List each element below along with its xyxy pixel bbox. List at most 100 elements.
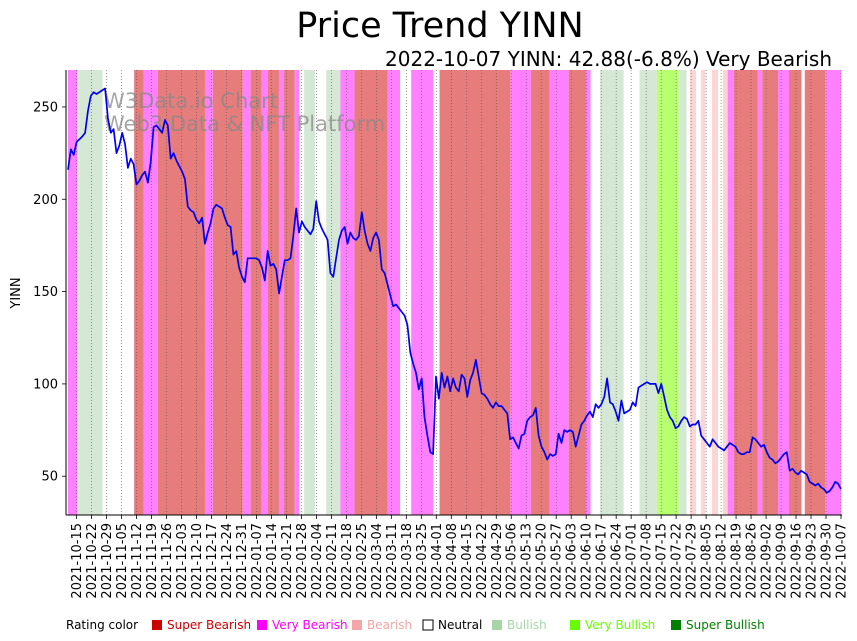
x-tick-label: 2021-12-24 [220, 523, 235, 599]
x-tick-label: 2021-12-10 [190, 523, 205, 599]
x-tick-label: 2022-06-17 [595, 523, 610, 599]
band-neutral [590, 70, 601, 515]
price-line [67, 87, 842, 494]
x-tick-label: 2022-06-03 [565, 523, 580, 599]
band-very-bullish [656, 70, 659, 515]
band-bearish [722, 70, 728, 515]
x-tick-label: 2021-12-03 [175, 523, 190, 599]
band-neutral [315, 70, 327, 515]
legend-item-bullish: Bullish [507, 618, 547, 632]
band-very-bearish [204, 70, 213, 515]
legend-swatch-super-bullish [671, 620, 681, 630]
y-tick-label: 200 [33, 193, 58, 208]
x-tick-label: 2022-03-11 [385, 523, 400, 599]
band-bullish [678, 70, 687, 515]
x-tick-label: 2022-08-26 [745, 523, 760, 599]
x-axis-ticks: 2021-10-15 2021-10-22 2021-10-29 2021-11-05… [70, 515, 850, 599]
x-tick-label: 2021-12-31 [235, 523, 250, 599]
x-tick-label: 2022-05-27 [550, 523, 565, 599]
legend-swatch-super-bearish [152, 620, 162, 630]
band-super-bearish [212, 70, 243, 515]
band-neutral [696, 70, 701, 515]
x-tick-label: 2021-11-26 [160, 523, 175, 599]
legend-item-very-bearish: Very Bearish [272, 618, 348, 632]
chart-subtitle: 2022-10-07 YINN: 42.88(-6.8%) Very Beari… [385, 47, 832, 71]
legend-item-super-bullish: Super Bullish [686, 618, 765, 632]
band-very-bearish [778, 70, 790, 515]
legend-swatch-very-bearish [257, 620, 267, 630]
x-tick-label: 2022-09-23 [805, 523, 820, 599]
x-tick-label: 2022-02-04 [310, 523, 325, 599]
watermark-line-2: Web3 Data & NFT Platform [104, 112, 385, 136]
band-neutral [102, 70, 135, 515]
band-bullish [639, 70, 657, 515]
legend-item-super-bearish: Super Bearish [167, 618, 251, 632]
x-tick-label: 2022-07-22 [670, 523, 685, 599]
x-tick-label: 2022-04-22 [475, 523, 490, 599]
band-very-bearish [549, 70, 569, 515]
x-tick-label: 2022-07-29 [685, 523, 700, 599]
band-bearish [700, 70, 706, 515]
x-tick-label: 2021-11-12 [130, 523, 145, 599]
band-bullish [304, 70, 316, 515]
x-tick-label: 2022-09-09 [775, 523, 790, 599]
x-tick-label: 2022-06-24 [610, 523, 625, 599]
x-tick-label: 2022-04-15 [460, 523, 475, 599]
x-tick-label: 2022-02-11 [325, 523, 340, 599]
legend-swatch-bearish [352, 620, 362, 630]
x-tick-label: 2022-07-08 [640, 523, 655, 599]
y-axis-ticks: 50 100 150 200 250 [33, 100, 66, 485]
band-neutral [623, 70, 640, 515]
band-super-bearish [354, 70, 388, 515]
x-tick-label: 2022-08-05 [700, 523, 715, 599]
y-tick-label: 50 [41, 470, 58, 485]
band-super-bearish [439, 70, 511, 515]
band-very-bearish [278, 70, 284, 515]
x-tick-label: 2022-03-25 [415, 523, 430, 599]
x-tick-label: 2021-10-22 [85, 523, 100, 599]
band-neutral [299, 70, 305, 515]
band-very-bearish [757, 70, 763, 515]
x-tick-label: 2022-04-01 [430, 523, 445, 599]
x-tick-label: 2022-02-18 [340, 523, 355, 599]
x-tick-label: 2022-01-14 [265, 523, 280, 599]
band-very-bullish [658, 70, 679, 515]
weekly-gridlines [76, 70, 842, 515]
legend-item-bearish: Bearish [367, 618, 412, 632]
band-neutral [686, 70, 690, 515]
x-tick-label: 2022-05-20 [535, 523, 550, 599]
band-very-bearish [261, 70, 268, 515]
band-super-bearish [283, 70, 295, 515]
x-tick-label: 2022-01-28 [295, 523, 310, 599]
band-bullish [600, 70, 624, 515]
x-tick-label: 2022-09-02 [760, 523, 775, 599]
legend-swatch-very-bullish [570, 620, 580, 630]
x-tick-label: 2021-12-17 [205, 523, 220, 599]
x-tick-label: 2022-03-04 [370, 523, 385, 599]
x-tick-label: 2022-07-15 [655, 523, 670, 599]
band-bullish [326, 70, 341, 515]
band-very-bearish [510, 70, 531, 515]
x-tick-label: 2022-10-07 [835, 523, 850, 599]
legend-swatch-neutral [422, 619, 434, 631]
band-very-bearish [68, 70, 78, 515]
legend-label: Rating color [66, 618, 138, 632]
band-very-bearish [727, 70, 734, 515]
legend-item-very-bullish: Very Bullish [585, 618, 655, 632]
band-super-bearish [134, 70, 144, 515]
x-tick-label: 2022-01-21 [280, 523, 295, 599]
legend-swatch-bullish [492, 620, 502, 630]
chart-title: Price Trend YINN [296, 6, 584, 46]
band-bearish [689, 70, 697, 515]
band-very-bearish [294, 70, 300, 515]
watermark: W3Data.io Chart Web3 Data & NFT Platform [104, 89, 385, 136]
band-super-bearish [530, 70, 550, 515]
x-tick-label: 2022-08-19 [730, 523, 745, 599]
band-super-bearish [804, 70, 826, 515]
x-tick-label: 2021-10-15 [70, 523, 85, 599]
x-tick-label: 2022-06-10 [580, 523, 595, 599]
x-tick-label: 2021-11-05 [115, 523, 130, 599]
rating-legend: Rating color Super Bearish Very Bearish Be… [66, 618, 765, 632]
legend-item-neutral: Neutral [438, 618, 482, 632]
